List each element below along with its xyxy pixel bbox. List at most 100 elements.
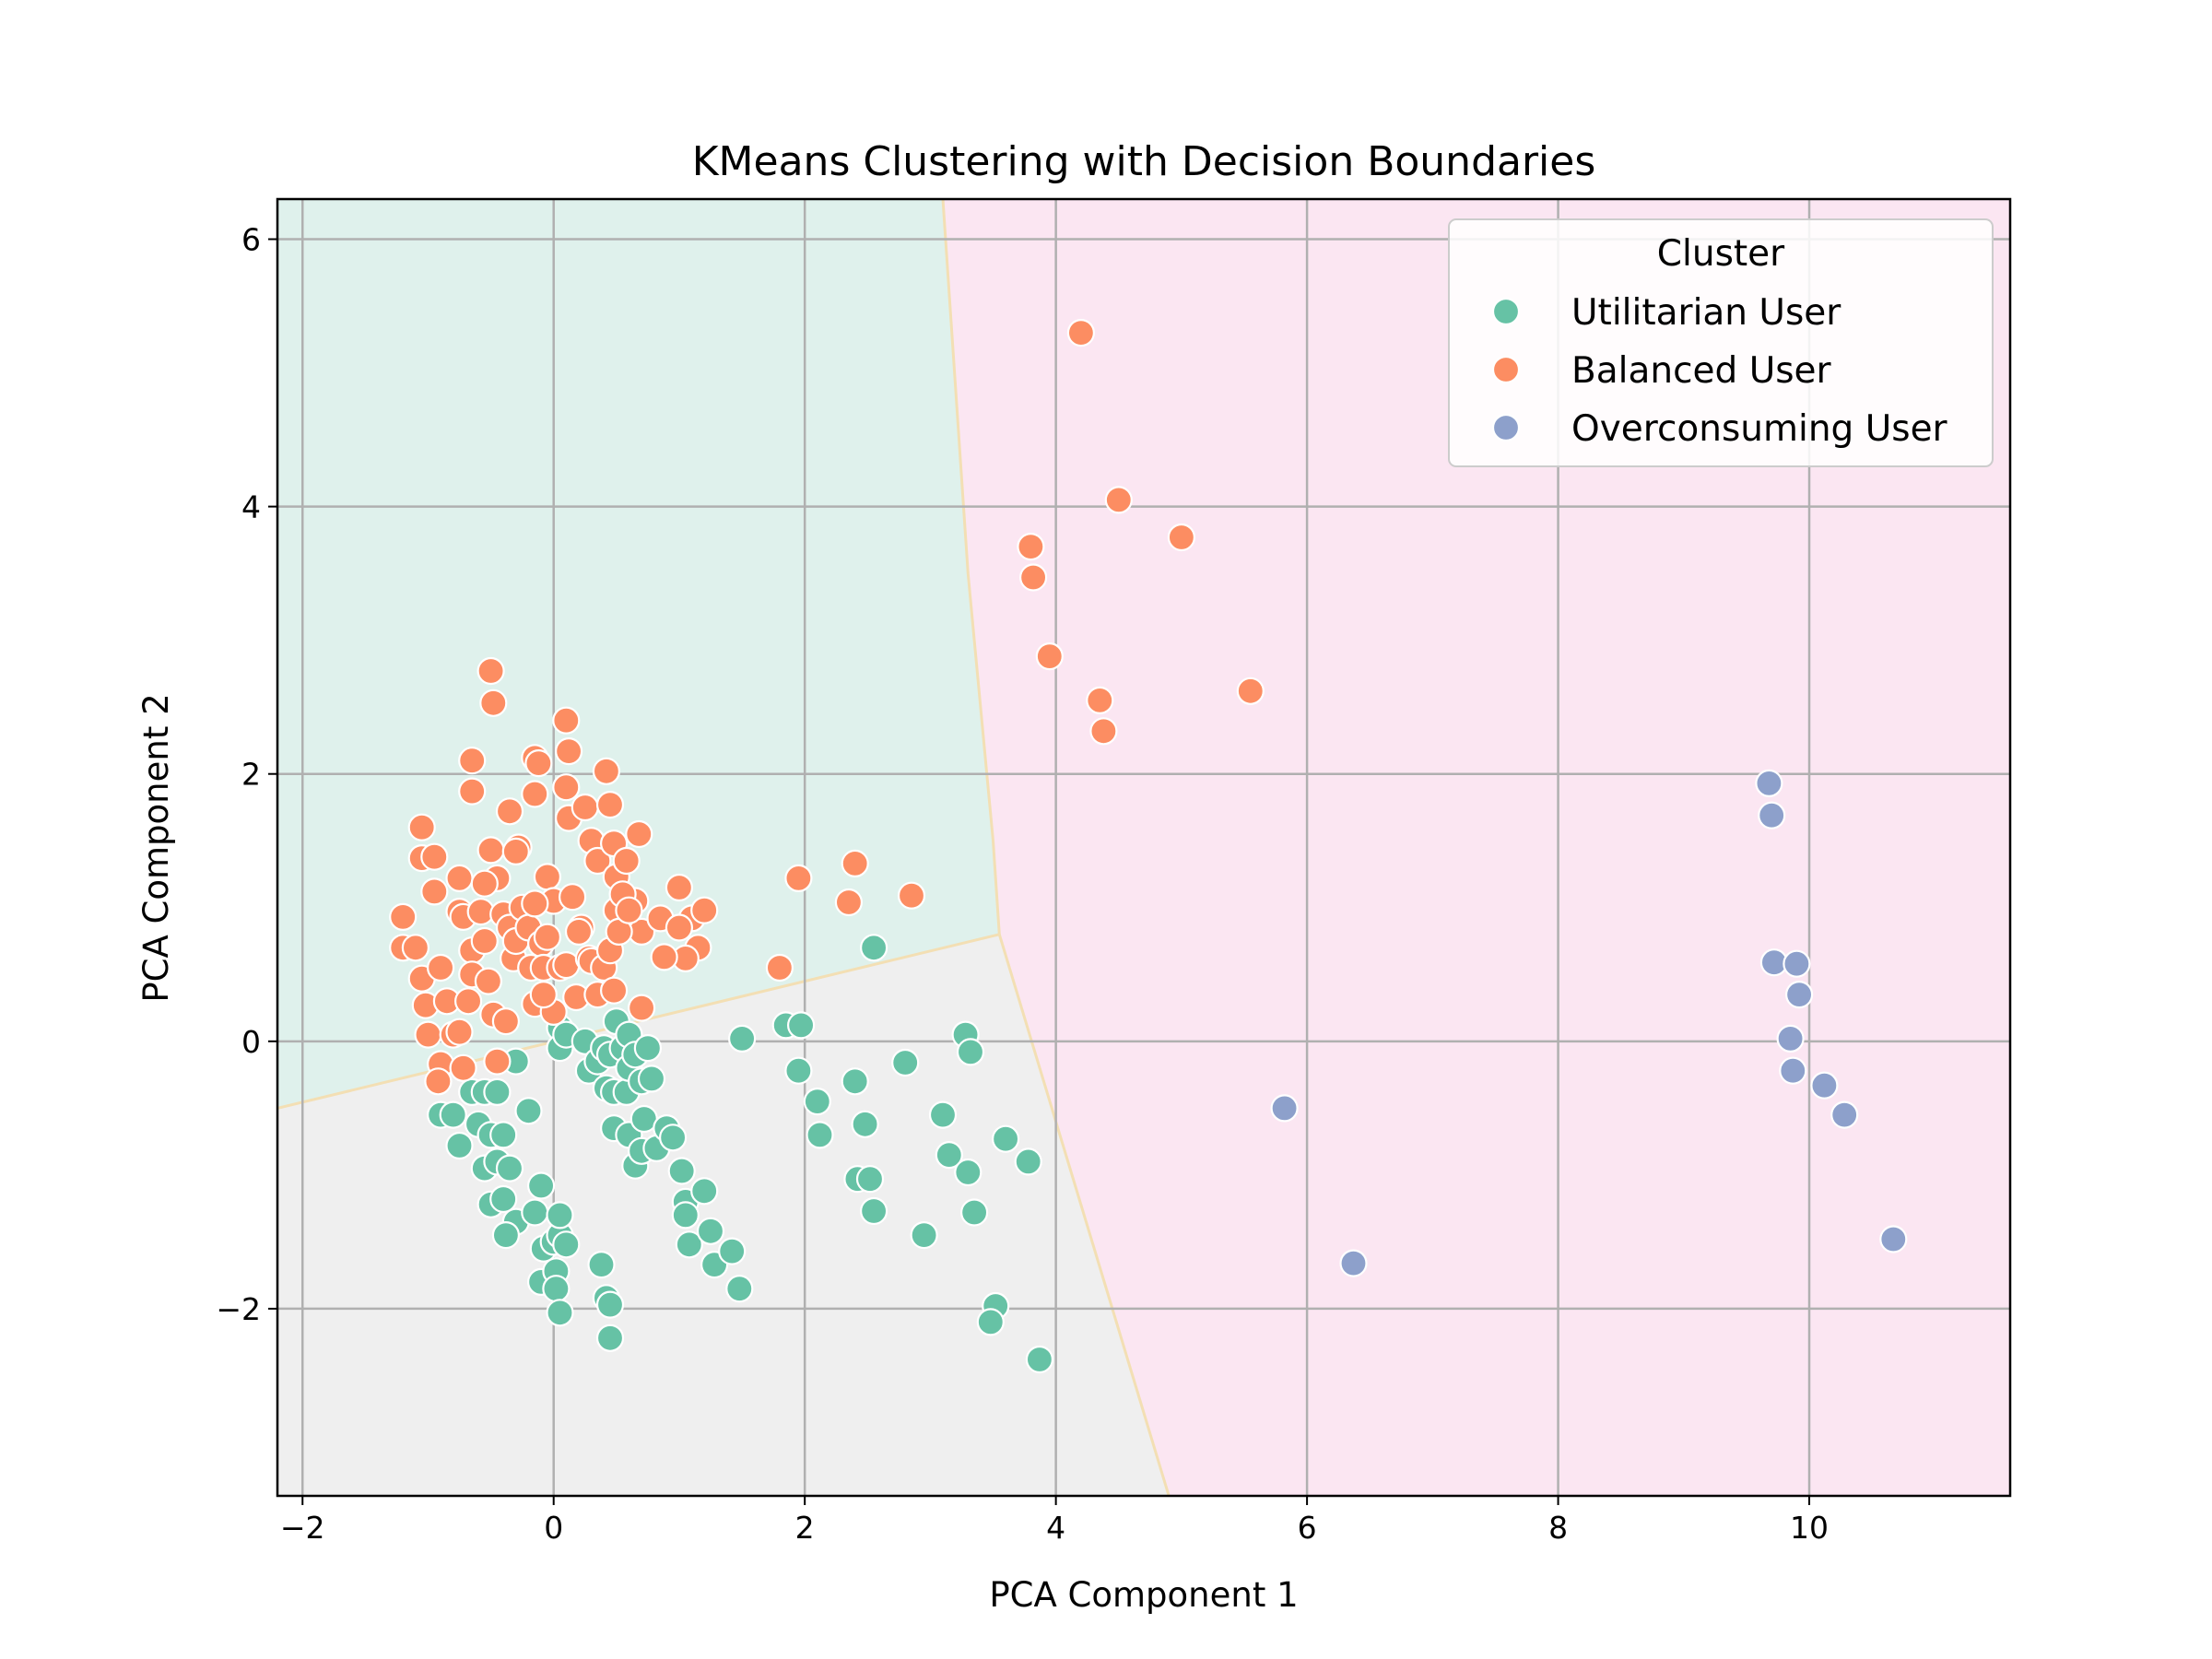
point-balanced-user	[1167, 523, 1196, 552]
point-overconsuming-user	[1339, 1249, 1368, 1277]
y-axis-ticks: −2 0 2 4 6	[216, 222, 277, 1327]
point-utilitarian-user	[696, 1217, 725, 1245]
point-utilitarian-user	[637, 1065, 666, 1093]
point-balanced-user	[470, 869, 499, 898]
point-utilitarian-user	[891, 1048, 920, 1077]
point-balanced-user	[420, 877, 449, 906]
y-tick-label: 4	[241, 489, 261, 525]
point-overconsuming-user	[1776, 1024, 1805, 1053]
point-balanced-user	[458, 747, 487, 775]
point-balanced-user	[420, 842, 449, 871]
point-balanced-user	[501, 837, 530, 866]
x-tick-label: 10	[1790, 1510, 1829, 1546]
point-balanced-user	[1236, 677, 1265, 705]
point-balanced-user	[554, 736, 583, 766]
point-utilitarian-user	[491, 1220, 521, 1250]
point-balanced-user	[479, 688, 508, 717]
point-balanced-user	[1066, 319, 1096, 347]
chart-title: KMeans Clustering with Decision Boundari…	[692, 138, 1596, 185]
point-balanced-user	[491, 1006, 521, 1036]
legend-frame	[1448, 218, 1994, 467]
point-utilitarian-user	[851, 1110, 879, 1138]
legend: Cluster Utilitarian User Balanced User Ove…	[1448, 218, 1994, 467]
decision-boundary-3	[997, 934, 1171, 1496]
point-utilitarian-user	[671, 1201, 700, 1230]
point-balanced-user	[612, 846, 641, 876]
point-utilitarian-user	[489, 1121, 518, 1149]
point-utilitarian-user	[552, 1230, 581, 1259]
legend-entries: Utilitarian User Balanced User Overconsumi…	[1491, 292, 1948, 450]
point-balanced-user	[834, 888, 864, 917]
point-overconsuming-user	[1810, 1071, 1839, 1100]
point-balanced-user	[477, 656, 505, 686]
point-balanced-user	[552, 773, 581, 802]
region-overconsuming	[943, 199, 2010, 1496]
y-axis-label: PCA Component 2	[136, 693, 176, 1002]
plot-frame	[276, 197, 2012, 1498]
point-balanced-user	[615, 896, 643, 924]
point-utilitarian-user	[859, 934, 888, 962]
point-utilitarian-user	[910, 1220, 938, 1250]
point-overconsuming-user	[1783, 949, 1811, 978]
point-utilitarian-user	[675, 1230, 703, 1259]
point-utilitarian-user	[855, 1165, 885, 1194]
y-tick-label: −2	[216, 1291, 261, 1327]
point-utilitarian-user	[786, 1011, 816, 1040]
legend-title: Cluster	[1657, 233, 1785, 275]
y-tick-label: 6	[241, 222, 261, 258]
point-balanced-user	[650, 943, 678, 971]
point-utilitarian-user	[439, 1100, 467, 1129]
point-utilitarian-user	[489, 1184, 518, 1214]
point-overconsuming-user	[1755, 769, 1783, 798]
x-axis-ticks: −2 0 2 4 6 8 10	[280, 1496, 1829, 1546]
point-balanced-user	[564, 917, 594, 947]
point-utilitarian-user	[976, 1308, 1005, 1336]
point-utilitarian-user	[954, 1158, 982, 1187]
point-balanced-user	[1104, 486, 1133, 514]
x-tick-label: −2	[280, 1510, 325, 1546]
point-utilitarian-user	[725, 1275, 754, 1303]
point-balanced-user	[533, 863, 562, 891]
point-balanced-user	[627, 994, 656, 1022]
x-axis-label: PCA Component 1	[989, 1575, 1298, 1615]
point-utilitarian-user	[784, 1056, 813, 1085]
point-balanced-user	[424, 1067, 453, 1096]
point-utilitarian-user	[1014, 1147, 1042, 1176]
point-utilitarian-user	[633, 1033, 663, 1063]
point-balanced-user	[552, 706, 581, 735]
point-utilitarian-user	[959, 1198, 989, 1227]
point-overconsuming-user	[1779, 1056, 1807, 1085]
point-balanced-user	[665, 913, 694, 942]
point-balanced-user	[454, 987, 483, 1016]
point-utilitarian-user	[991, 1124, 1020, 1153]
point-balanced-user	[841, 849, 869, 878]
point-balanced-user	[529, 980, 558, 1009]
point-balanced-user	[784, 864, 813, 893]
point-balanced-user	[521, 780, 549, 808]
point-utilitarian-user	[595, 1290, 625, 1319]
point-balanced-user	[407, 813, 436, 841]
point-balanced-user	[558, 883, 587, 912]
legend-marker-overconsuming-user	[1491, 413, 1521, 442]
point-utilitarian-user	[445, 1131, 474, 1160]
point-overconsuming-user	[1784, 980, 1814, 1009]
point-utilitarian-user	[859, 1196, 888, 1226]
point-balanced-user	[1089, 717, 1118, 746]
point-balanced-user	[1086, 686, 1114, 715]
legend-label-balanced-user: Balanced User	[1571, 350, 1832, 392]
point-utilitarian-user	[521, 1198, 549, 1227]
legend-marker-balanced-user	[1491, 355, 1521, 384]
point-utilitarian-user	[1025, 1345, 1054, 1374]
x-tick-label: 4	[1046, 1510, 1065, 1546]
point-overconsuming-user	[1758, 801, 1786, 830]
point-balanced-user	[445, 1018, 474, 1046]
point-balanced-user	[414, 1020, 442, 1049]
point-utilitarian-user	[514, 1097, 543, 1125]
point-balanced-user	[449, 1053, 477, 1082]
point-balanced-user	[524, 748, 553, 778]
point-utilitarian-user	[587, 1250, 616, 1279]
x-tick-label: 0	[544, 1510, 563, 1546]
point-utilitarian-user	[841, 1067, 869, 1096]
point-balanced-user	[583, 846, 612, 876]
